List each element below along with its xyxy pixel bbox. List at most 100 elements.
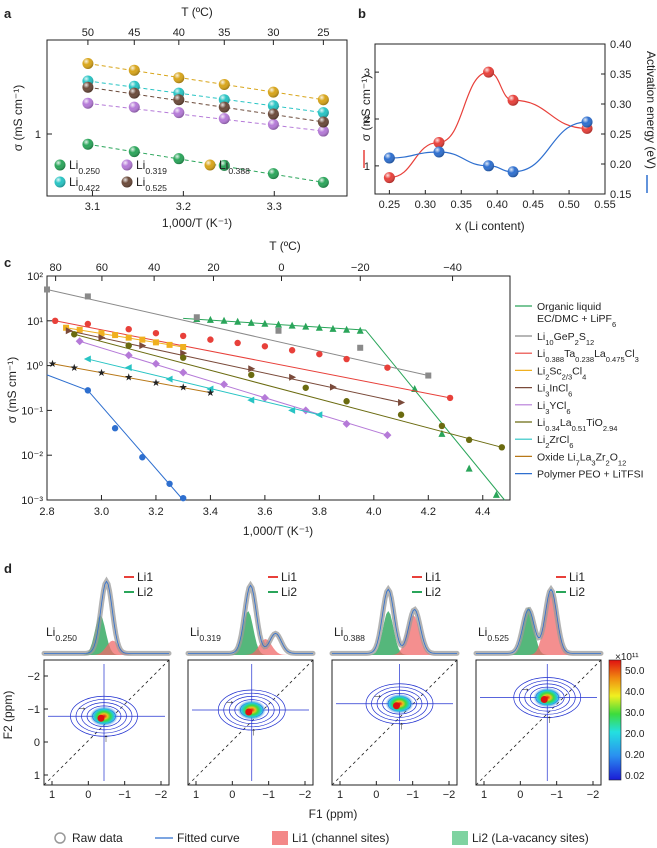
panel-c-y-tick-label: 10⁰: [26, 361, 43, 373]
panel-c-point-2-8: [288, 347, 296, 354]
panel-c-point-7-4: [247, 396, 255, 404]
panel-a-fit-line-1: [87, 102, 324, 132]
panel-b-right-tick-label: 0.35: [610, 69, 631, 81]
panel-c-point-7-5: [288, 406, 296, 414]
panel-c-point-6-6: [397, 411, 405, 418]
panel-c-ylabel: σ (mS cm⁻¹): [5, 357, 19, 423]
panel-a-top-tick-label: 35: [218, 27, 230, 39]
panel-a-fit-line-2: [87, 63, 324, 101]
panel-a-legend-marker-3-shade: [54, 176, 66, 188]
panel-c-x-tick-label: 3.8: [312, 506, 327, 518]
panel-c-fit-line-9: [46, 374, 184, 501]
panel-c-point-6-7: [438, 422, 446, 430]
panel-c-top-tick-label: 40: [148, 262, 160, 274]
panel-a-legend-label-3: Li0.422: [69, 175, 100, 193]
contour-hotspot: [533, 687, 562, 708]
panel-c-x-tick-label: 3.2: [148, 506, 163, 518]
panel-a-point-2-4-shade: [267, 86, 279, 98]
panel-c-top-tick-label: 0: [278, 262, 284, 274]
panel-c-point-0-3: [234, 317, 242, 325]
f1-tick-label: −1: [118, 789, 131, 801]
panel-c-point-7-6: [315, 411, 323, 419]
contour-peak: [245, 708, 253, 716]
panel-c-point-2-12: [446, 394, 454, 402]
li2-label: Li2: [137, 585, 153, 599]
panel-d-legend-label-2: Li1 (channel sites): [292, 831, 389, 845]
contour-peak: [393, 702, 400, 710]
panel-c-fit-line-7: [87, 358, 320, 416]
f1-tick-label: 0: [85, 789, 91, 801]
panel-b-frame: [374, 43, 606, 195]
panel-c-legend-label-7: Li2ZrCl6: [537, 434, 573, 450]
panel-a-point-1-3-shade: [218, 113, 230, 125]
fitted-curve: [44, 580, 169, 654]
panel-c-point-3-8: [180, 344, 187, 351]
panel-a-bottom-ticks: 3.1 3.2 3.3: [85, 191, 282, 213]
panel-c-point-4-7: [398, 399, 406, 407]
panel-b-series: [383, 66, 593, 184]
panel-a-point-0-2-shade: [173, 153, 185, 165]
panel-c-point-0-1: [206, 315, 214, 323]
f1-tick-label: −1: [262, 789, 275, 801]
panel-b-ticks: 0.25 0.30 0.35 0.40 0.45 0.50 0.55 1 2 3 0.15 0.20 0…: [364, 39, 632, 211]
panel-c-series: ★ ★ ★ ★ ★ ★ ★: [44, 286, 506, 502]
li1-peak: [476, 591, 601, 655]
li1-label: Li1: [569, 570, 585, 584]
panel-c-point-5-3: [179, 368, 188, 377]
panel-d-sample-label-1: Li0.319: [190, 625, 221, 643]
colorbar-tick-label: 20.0: [625, 729, 645, 740]
panel-a-legend-label-4: Li0.525: [136, 175, 167, 193]
f2-tick-label: 1: [34, 770, 40, 782]
legend-swatch-2: [272, 831, 288, 845]
panel-c-point-8-4: ★: [151, 378, 160, 389]
panel-b-right-tick-label: 0.20: [610, 159, 631, 171]
f1-tick-label: −1: [550, 789, 563, 801]
panel-a-point-0-3-shade: [218, 159, 230, 171]
panel-c-legend-label-0: EC/DMC + LiPF6: [537, 313, 616, 329]
panel-c-fit-line-1: [46, 288, 429, 377]
panel-a-top-tick-label: 50: [82, 27, 94, 39]
panel-b-x-tick-label: 0.25: [379, 199, 400, 211]
panel-b: b 0.25 0.30 0.35 0.40 0.45 0.50 0.551230.150.2…: [358, 6, 657, 233]
f1-tick-label: 0: [229, 789, 235, 801]
arrow-icon: →: [372, 689, 383, 701]
panel-b-x-tick-label: 0.30: [415, 199, 436, 211]
contour-frame: [475, 659, 602, 786]
panel-c-point-3-4: [125, 334, 132, 341]
panel-c-point-2-9: [316, 350, 323, 358]
panel-b-point-1-2-shade: [483, 160, 495, 172]
panel-c: c T (ºC) 2.8 3.0 3.2 3.4 3.6 3.8 4.0 4.2 4.4 80 60…: [4, 239, 644, 538]
panel-a-point-4-4-shade: [267, 108, 279, 120]
panel-a-top-tick-label: 25: [317, 27, 329, 39]
panel-c-fit-line-2: [55, 320, 451, 399]
panel-c-point-4-0: [65, 327, 73, 335]
f2-tick-label: −1: [27, 704, 40, 716]
panel-d-f2-label: F2 (ppm): [1, 691, 15, 740]
panel-a-legend-marker-1-shade: [121, 159, 133, 171]
panel-c-point-1-2: [193, 314, 200, 321]
panel-c-point-2-3: [152, 329, 160, 337]
panel-a-point-1-4-shade: [267, 118, 279, 130]
panel-c-point-3-5: [139, 336, 146, 343]
panel-c-point-0-10: [329, 324, 337, 332]
panel-c-legend-label-8: Oxide Li7La3Zr2O12: [537, 451, 626, 467]
panel-c-x-tick-label: 2.8: [39, 506, 54, 518]
f1-tick-label: −2: [155, 789, 168, 801]
panel-c-xlabel: 1,000/T (K⁻¹): [243, 524, 313, 538]
panel-c-point-5-1: [124, 351, 133, 360]
panel-a-point-1-2-shade: [173, 107, 185, 119]
panel-d-legend-label-3: Li2 (La-vacancy sites): [472, 831, 589, 845]
panel-c-letter: c: [4, 255, 11, 270]
panel-c-point-6-2: [179, 354, 187, 361]
panel-c-point-8-1: ★: [70, 363, 79, 374]
panel-a-point-3-4-shade: [267, 100, 279, 112]
panel-c-point-0-4: [247, 318, 255, 326]
panel-a-xlabel: 1,000/T (K⁻¹): [162, 216, 232, 230]
f1-tick-label: −2: [443, 789, 456, 801]
panel-a-top-tick-label: 45: [128, 27, 140, 39]
panel-c-point-4-6: [329, 383, 337, 391]
panel-a-point-2-3-shade: [218, 78, 230, 90]
